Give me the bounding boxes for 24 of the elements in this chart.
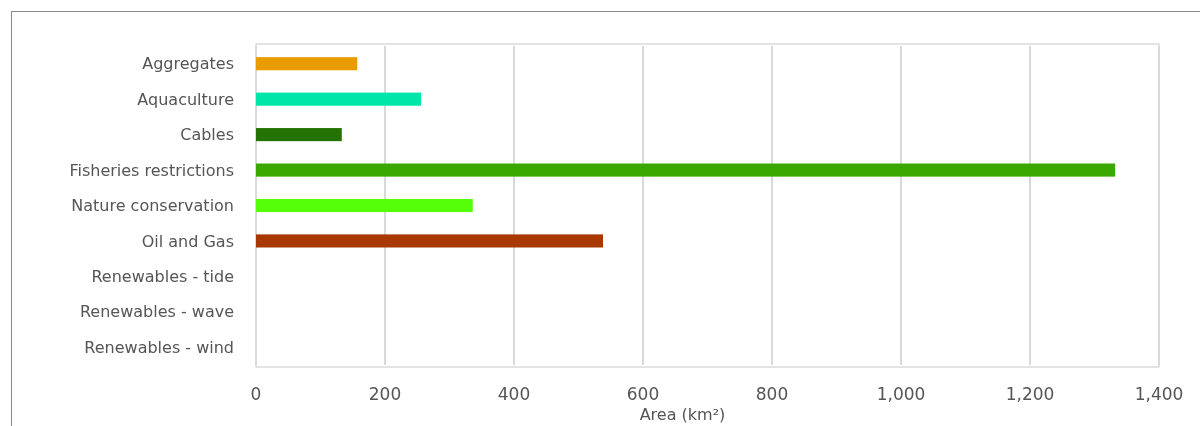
- x-tick-label: 0: [250, 384, 262, 404]
- x-tick-label: 1,000: [876, 384, 926, 404]
- y-tick-label: Cables: [180, 125, 234, 145]
- bar: [256, 234, 604, 248]
- bar: [256, 57, 358, 71]
- bar: [256, 198, 473, 213]
- bar: [256, 128, 342, 142]
- x-tick-label: 800: [755, 384, 789, 404]
- y-tick-label: Renewables - wave: [79, 302, 234, 322]
- x-tick-label: 1,200: [1005, 384, 1055, 404]
- y-tick-label: Nature conservation: [71, 196, 234, 216]
- y-tick-label: Aggregates: [142, 54, 234, 74]
- y-tick-label: Fisheries restrictions: [69, 160, 234, 180]
- x-tick-label: 400: [497, 384, 531, 404]
- x-tick-label: 600: [626, 384, 660, 404]
- y-tick-label: Aquaculture: [137, 89, 234, 109]
- y-tick-label: Renewables - wind: [84, 337, 234, 357]
- y-tick-label: Oil and Gas: [141, 231, 234, 251]
- x-tick-label: 200: [368, 384, 402, 404]
- bar: [256, 92, 422, 106]
- bar: [256, 163, 1116, 177]
- x-axis-title: Area (km²): [639, 405, 726, 424]
- y-tick-label: Renewables - tide: [91, 266, 234, 286]
- x-tick-label: 1,400: [1134, 384, 1184, 404]
